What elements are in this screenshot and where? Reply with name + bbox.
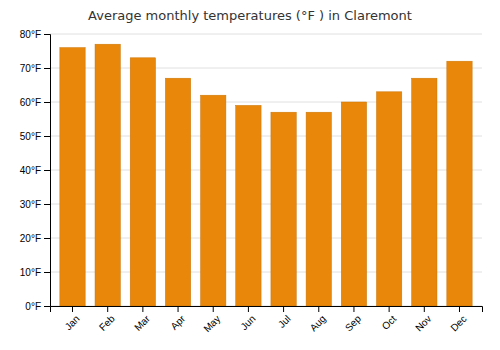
x-tick-mark [353,306,354,312]
bar [201,95,226,306]
y-tick-mark [44,170,50,171]
y-tick-label: 70°F [20,63,41,74]
x-tick: Apr [168,306,187,332]
x-tick: Nov [413,306,433,333]
x-tick-label: Aug [308,313,328,333]
x-tick-label: Apr [168,313,187,332]
chart: 0°F 10°F 20°F 30°F 40°F 50°F 60°F 70°F 80°F Jan Fe… [0,0,500,350]
y-tick: 40°F [20,165,50,176]
x-tick-label: Nov [413,313,433,333]
y-tick-mark [44,204,50,205]
x-tick-label: Sep [343,313,364,334]
x-tick: Jul [276,306,293,330]
bar [165,78,190,306]
y-tick-mark [44,136,50,137]
x-tick: May [201,306,222,334]
x-tick-mark [142,306,143,312]
x-tick-label: Jan [63,313,82,332]
x-tick-label: Jun [238,313,257,332]
x-tick: Aug [308,306,328,333]
grid-line [50,34,482,35]
bar [236,105,261,306]
y-tick-mark [44,238,50,239]
y-axis-line [44,35,51,307]
y-tick-mark [44,272,50,273]
y-tick-label: 10°F [20,267,41,278]
y-tick: 80°F [20,29,50,40]
x-tick-mark [318,306,319,312]
bar [60,48,85,306]
x-tick-mark [72,306,73,312]
x-tick: Dec [448,306,468,333]
y-tick: 70°F [20,63,50,74]
x-tick: Feb [97,306,117,333]
y-tick-mark [44,68,50,69]
x-tick-label: Jul [276,313,293,330]
plot: 0°F 10°F 20°F 30°F 40°F 50°F 60°F 70°F 80°F Jan Fe… [20,29,483,335]
bar [306,112,331,306]
bar [271,112,296,306]
x-tick: Sep [343,306,364,333]
x-axis-line [51,307,483,313]
y-tick: 20°F [20,233,50,244]
y-tick: 10°F [20,267,50,278]
x-tick-label: Feb [97,313,117,333]
x-tick-label: Dec [448,313,468,333]
x-tick-mark [389,306,390,312]
x-tick-mark [248,306,249,312]
x-tick-mark [459,306,460,312]
y-tick-mark [44,34,50,35]
y-tick: 0°F [25,301,50,312]
x-tick-mark [178,306,179,312]
x-tick: Mar [132,306,152,333]
y-tick-label: 30°F [20,199,41,210]
x-tick-mark [213,306,214,312]
x-axis: Jan Feb Mar Apr May Jun Jul Aug Sep Oct Nov Dec [51,306,483,334]
x-tick-mark [107,306,108,312]
y-tick: 50°F [20,131,50,142]
y-tick: 30°F [20,199,50,210]
x-tick-mark [424,306,425,312]
bars [60,44,472,306]
y-tick-label: 80°F [20,29,41,40]
x-tick: Jan [63,306,82,332]
x-tick-mark [283,306,284,312]
bar [95,44,120,306]
bar [412,78,437,306]
y-tick-label: 0°F [25,301,41,312]
bar [376,92,401,306]
y-tick-mark [44,102,50,103]
x-tick-label: May [201,313,222,334]
grid [50,34,482,306]
x-tick: Jun [238,306,257,332]
y-tick: 60°F [20,97,50,108]
y-tick-label: 40°F [20,165,41,176]
x-tick-label: Mar [132,313,152,333]
title: Average monthly temperatures (°F ) in Cl… [88,8,412,23]
bar [130,58,155,306]
y-tick-label: 50°F [20,131,41,142]
y-tick-label: 20°F [20,233,41,244]
bar [341,102,366,306]
bar [447,61,472,306]
x-tick: Oct [380,306,399,332]
y-axis: 0°F 10°F 20°F 30°F 40°F 50°F 60°F 70°F 80°F [20,29,51,312]
y-tick-mark [44,306,50,307]
y-tick-label: 60°F [20,97,41,108]
x-tick-label: Oct [380,313,399,332]
